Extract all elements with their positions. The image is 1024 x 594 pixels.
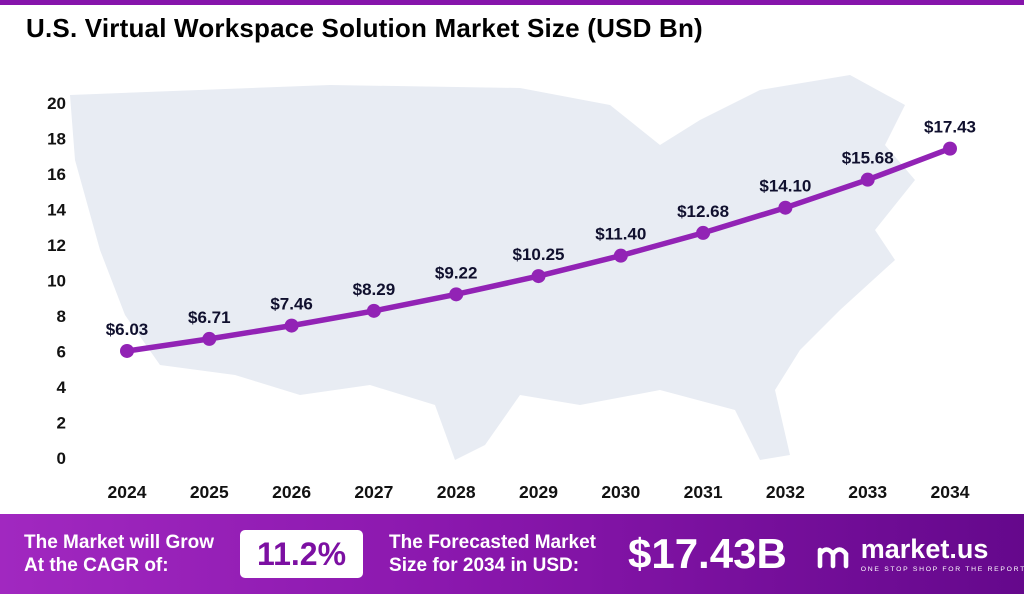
x-tick-label: 2033: [848, 482, 887, 502]
y-tick-label: 20: [47, 94, 66, 113]
data-point: [860, 172, 875, 187]
data-point: [120, 343, 134, 358]
y-tick-label: 12: [47, 236, 66, 255]
y-tick-label: 0: [57, 449, 66, 468]
data-point-markers: [120, 141, 957, 358]
data-point: [366, 303, 381, 318]
data-point: [449, 287, 464, 302]
marketus-logo: market.us ONE STOP SHOP FOR THE REPORTS: [813, 535, 1024, 573]
y-tick-label: 4: [57, 378, 67, 397]
x-tick-label: 2034: [931, 482, 970, 502]
x-tick-label: 2032: [766, 482, 805, 502]
footer-banner: The Market will Grow At the CAGR of: 11.…: [0, 514, 1024, 594]
data-point: [778, 200, 793, 215]
top-accent-bar: [0, 0, 1024, 5]
logo-text-block: market.us ONE STOP SHOP FOR THE REPORTS: [860, 533, 1024, 573]
data-point-value: $12.68: [677, 202, 729, 221]
logo-wordmark: market.us: [860, 533, 989, 564]
x-tick-label: 2028: [437, 482, 476, 502]
forecast-label-line1: The Forecasted Market: [389, 531, 596, 553]
y-tick-label: 10: [47, 272, 66, 291]
data-point-value: $8.29: [353, 280, 396, 299]
y-tick-label: 6: [57, 343, 66, 362]
cagr-value-badge: 11.2%: [240, 530, 364, 578]
data-value-labels: $6.03 $6.71 $7.46 $8.29 $9.22 $10.25 $11.40 $12…: [106, 118, 976, 339]
y-tick-label: 8: [57, 307, 66, 326]
y-tick-label: 14: [47, 201, 66, 220]
x-tick-label: 2031: [684, 482, 723, 502]
forecast-label-line2: Size for 2034 in USD:: [389, 555, 580, 576]
data-point-value: $7.46: [270, 295, 313, 314]
logo-tagline: ONE STOP SHOP FOR THE REPORTS: [860, 565, 1024, 573]
forecast-value: $17.43B: [627, 530, 787, 577]
data-point-value: $6.03: [106, 320, 149, 339]
data-point: [613, 248, 628, 263]
data-point: [943, 141, 957, 156]
data-point-value: $17.43: [924, 118, 976, 137]
cagr-label-line1: The Market will Grow: [24, 531, 215, 553]
y-tick-label: 18: [47, 130, 66, 149]
y-tick-label: 2: [57, 414, 66, 433]
y-axis-labels: 0 2 4 6 8 10 12 14 16 18 20: [47, 94, 66, 468]
x-tick-label: 2030: [601, 482, 640, 502]
data-point-value: $15.68: [842, 149, 894, 168]
data-point: [531, 269, 546, 284]
x-axis-labels: 2024 2025 2026 2027 2028 2029 2030 2031 2032 2033…: [108, 482, 970, 502]
data-point-value: $9.22: [435, 263, 478, 282]
us-map-background: [70, 75, 915, 460]
data-point-value: $14.10: [759, 177, 811, 196]
forecast-label: The Forecasted Market Size for 2034 in U…: [389, 531, 596, 577]
x-tick-label: 2026: [272, 482, 311, 502]
data-point-value: $11.40: [595, 225, 646, 244]
marketus-logo-icon: [817, 547, 849, 569]
data-point: [284, 318, 299, 333]
data-point: [202, 331, 217, 346]
cagr-label-line2: At the CAGR of:: [24, 555, 169, 576]
cagr-value: 11.2%: [257, 536, 347, 572]
x-tick-label: 2027: [354, 482, 393, 502]
data-point-value: $10.25: [513, 245, 565, 264]
y-tick-label: 16: [47, 165, 66, 184]
data-point: [696, 225, 711, 240]
x-tick-label: 2029: [519, 482, 558, 502]
x-tick-label: 2025: [190, 482, 229, 502]
x-tick-label: 2024: [108, 482, 147, 502]
data-point-value: $6.71: [188, 308, 231, 327]
cagr-label: The Market will Grow At the CAGR of:: [24, 531, 214, 577]
page-title: U.S. Virtual Workspace Solution Market S…: [26, 13, 703, 43]
